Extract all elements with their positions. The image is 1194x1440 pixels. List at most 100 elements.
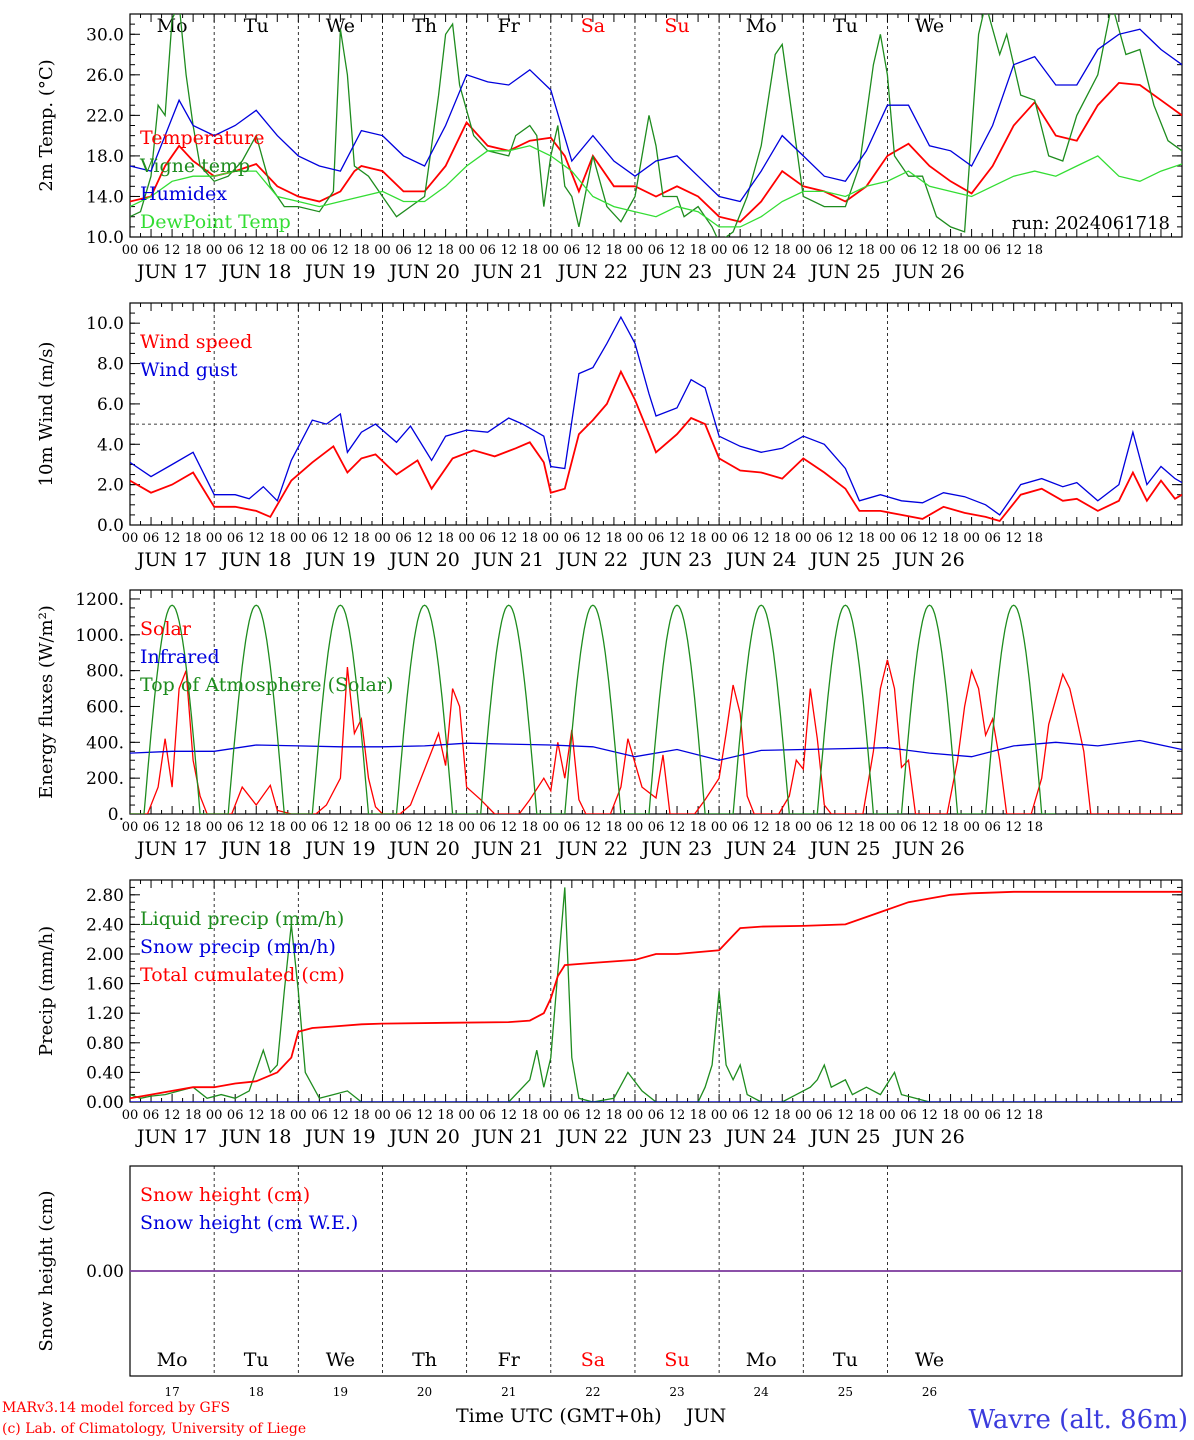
x-hour-label: 12 — [248, 1108, 265, 1123]
y-tick-label: 400. — [86, 733, 124, 753]
panel-energy: 0. 200. 400. 600. 800. 1000. 1200. Energy fluxe… — [36, 589, 1183, 860]
legend-entry: Infrared — [140, 646, 220, 668]
series-line-temperature — [130, 81, 1182, 223]
weekday-label: We — [326, 1349, 355, 1371]
credit-line-2: (c) Lab. of Climatology, University of L… — [2, 1421, 306, 1437]
x-hour-label: 12 — [585, 531, 602, 546]
x-hour-label: 18 — [942, 820, 959, 835]
x-hour-label: 18 — [858, 1108, 875, 1123]
x-hour-label: 00 — [627, 243, 644, 258]
x-date-label: JUN 18 — [219, 838, 291, 860]
x-hour-label: 12 — [669, 820, 686, 835]
day-number-label: 23 — [669, 1385, 684, 1399]
x-hour-label: 18 — [690, 820, 707, 835]
x-hour-label: 00 — [458, 243, 475, 258]
x-hour-label: 12 — [837, 243, 854, 258]
x-hour-label: 06 — [143, 820, 160, 835]
y-tick-label: 30.0 — [86, 25, 124, 45]
weekday-label: Fr — [498, 1349, 521, 1371]
x-date-label: JUN 17 — [135, 1126, 207, 1148]
x-hour-label: 18 — [858, 243, 875, 258]
x-hour-label: 18 — [690, 243, 707, 258]
x-hour-label: 00 — [795, 531, 812, 546]
x-hour-label: 00 — [122, 243, 139, 258]
legend-entry: Snow height (cm) — [140, 1184, 310, 1206]
x-hour-label: 12 — [332, 243, 349, 258]
x-date-label: JUN 18 — [219, 1126, 291, 1148]
x-hour-label: 18 — [269, 820, 286, 835]
x-hour-label: 00 — [374, 243, 391, 258]
x-hour-label: 00 — [879, 243, 896, 258]
x-hour-label: 06 — [900, 531, 917, 546]
x-hour-label: 00 — [879, 1108, 896, 1123]
x-hour-label: 18 — [774, 531, 791, 546]
weekday-label: We — [326, 15, 355, 37]
x-date-label: JUN 21 — [471, 261, 543, 283]
x-hour-label: 18 — [942, 1108, 959, 1123]
x-hour-label: 18 — [606, 1108, 623, 1123]
legend-entry: Snow precip (mm/h) — [140, 936, 336, 958]
weekday-label: Mo — [157, 1349, 188, 1371]
weekday-label: Th — [412, 1349, 437, 1371]
x-hour-label: 00 — [290, 1108, 307, 1123]
y-tick-label: 0.00 — [86, 1262, 124, 1282]
x-hour-label: 06 — [395, 531, 412, 546]
y-tick-label: 26.0 — [86, 66, 124, 86]
x-hour-label: 00 — [122, 1108, 139, 1123]
x-date-label: JUN 19 — [303, 261, 375, 283]
x-date-label: JUN 26 — [892, 549, 964, 571]
x-hour-label: 12 — [164, 531, 181, 546]
x-hour-label: 12 — [921, 531, 938, 546]
x-hour-label: 18 — [521, 820, 538, 835]
series-line-wind-gust — [130, 315, 1182, 516]
x-hour-label: 00 — [206, 531, 223, 546]
x-date-label: JUN 17 — [135, 261, 207, 283]
x-hour-label: 06 — [900, 243, 917, 258]
y-axis-label: Snow height (cm) — [36, 1190, 57, 1351]
y-tick-label: 800. — [86, 662, 124, 682]
x-hour-label: 12 — [248, 820, 265, 835]
x-hour-label: 06 — [311, 531, 328, 546]
x-date-label: JUN 20 — [387, 838, 459, 860]
y-tick-label: 14.0 — [86, 187, 124, 207]
x-hour-label: 00 — [627, 1108, 644, 1123]
x-hour-label: 12 — [1005, 243, 1022, 258]
x-hour-label: 00 — [543, 243, 560, 258]
x-hour-label: 00 — [543, 820, 560, 835]
station-label: Wavre (alt. 86m) — [968, 1405, 1188, 1435]
x-hour-label: 18 — [606, 243, 623, 258]
y-tick-label: 8.0 — [97, 355, 124, 375]
x-hour-label: 12 — [164, 243, 181, 258]
x-hour-label: 12 — [1005, 1108, 1022, 1123]
series-line-vigne-temp — [130, 14, 1182, 237]
x-hour-label: 18 — [606, 531, 623, 546]
x-date-label: JUN 24 — [724, 261, 796, 283]
x-date-label: JUN 17 — [135, 549, 207, 571]
x-hour-label: 18 — [437, 1108, 454, 1123]
x-hour-label: 18 — [690, 1108, 707, 1123]
x-hour-label: 12 — [585, 243, 602, 258]
x-hour-label: 00 — [458, 1108, 475, 1123]
x-hour-label: 00 — [795, 820, 812, 835]
x-hour-label: 06 — [395, 1108, 412, 1123]
x-hour-label: 06 — [227, 243, 244, 258]
y-tick-label: 2.0 — [97, 476, 124, 496]
weekday-label: Sa — [581, 15, 605, 37]
x-hour-label: 00 — [122, 820, 139, 835]
x-hour-label: 18 — [774, 243, 791, 258]
x-hour-label: 18 — [185, 531, 202, 546]
x-hour-label: 18 — [858, 531, 875, 546]
x-hour-label: 00 — [795, 1108, 812, 1123]
legend-entry: Vigne temp — [139, 155, 250, 177]
x-hour-label: 06 — [816, 243, 833, 258]
x-hour-label: 12 — [921, 1108, 938, 1123]
x-hour-label: 00 — [963, 1108, 980, 1123]
x-date-label: JUN 26 — [892, 1126, 964, 1148]
x-date-label: JUN 25 — [808, 261, 880, 283]
weekday-label: Su — [664, 15, 689, 37]
x-hour-label: 18 — [185, 243, 202, 258]
x-hour-label: 18 — [353, 1108, 370, 1123]
x-hour-label: 00 — [206, 1108, 223, 1123]
x-date-label: JUN 25 — [808, 1126, 880, 1148]
x-hour-label: 12 — [837, 531, 854, 546]
